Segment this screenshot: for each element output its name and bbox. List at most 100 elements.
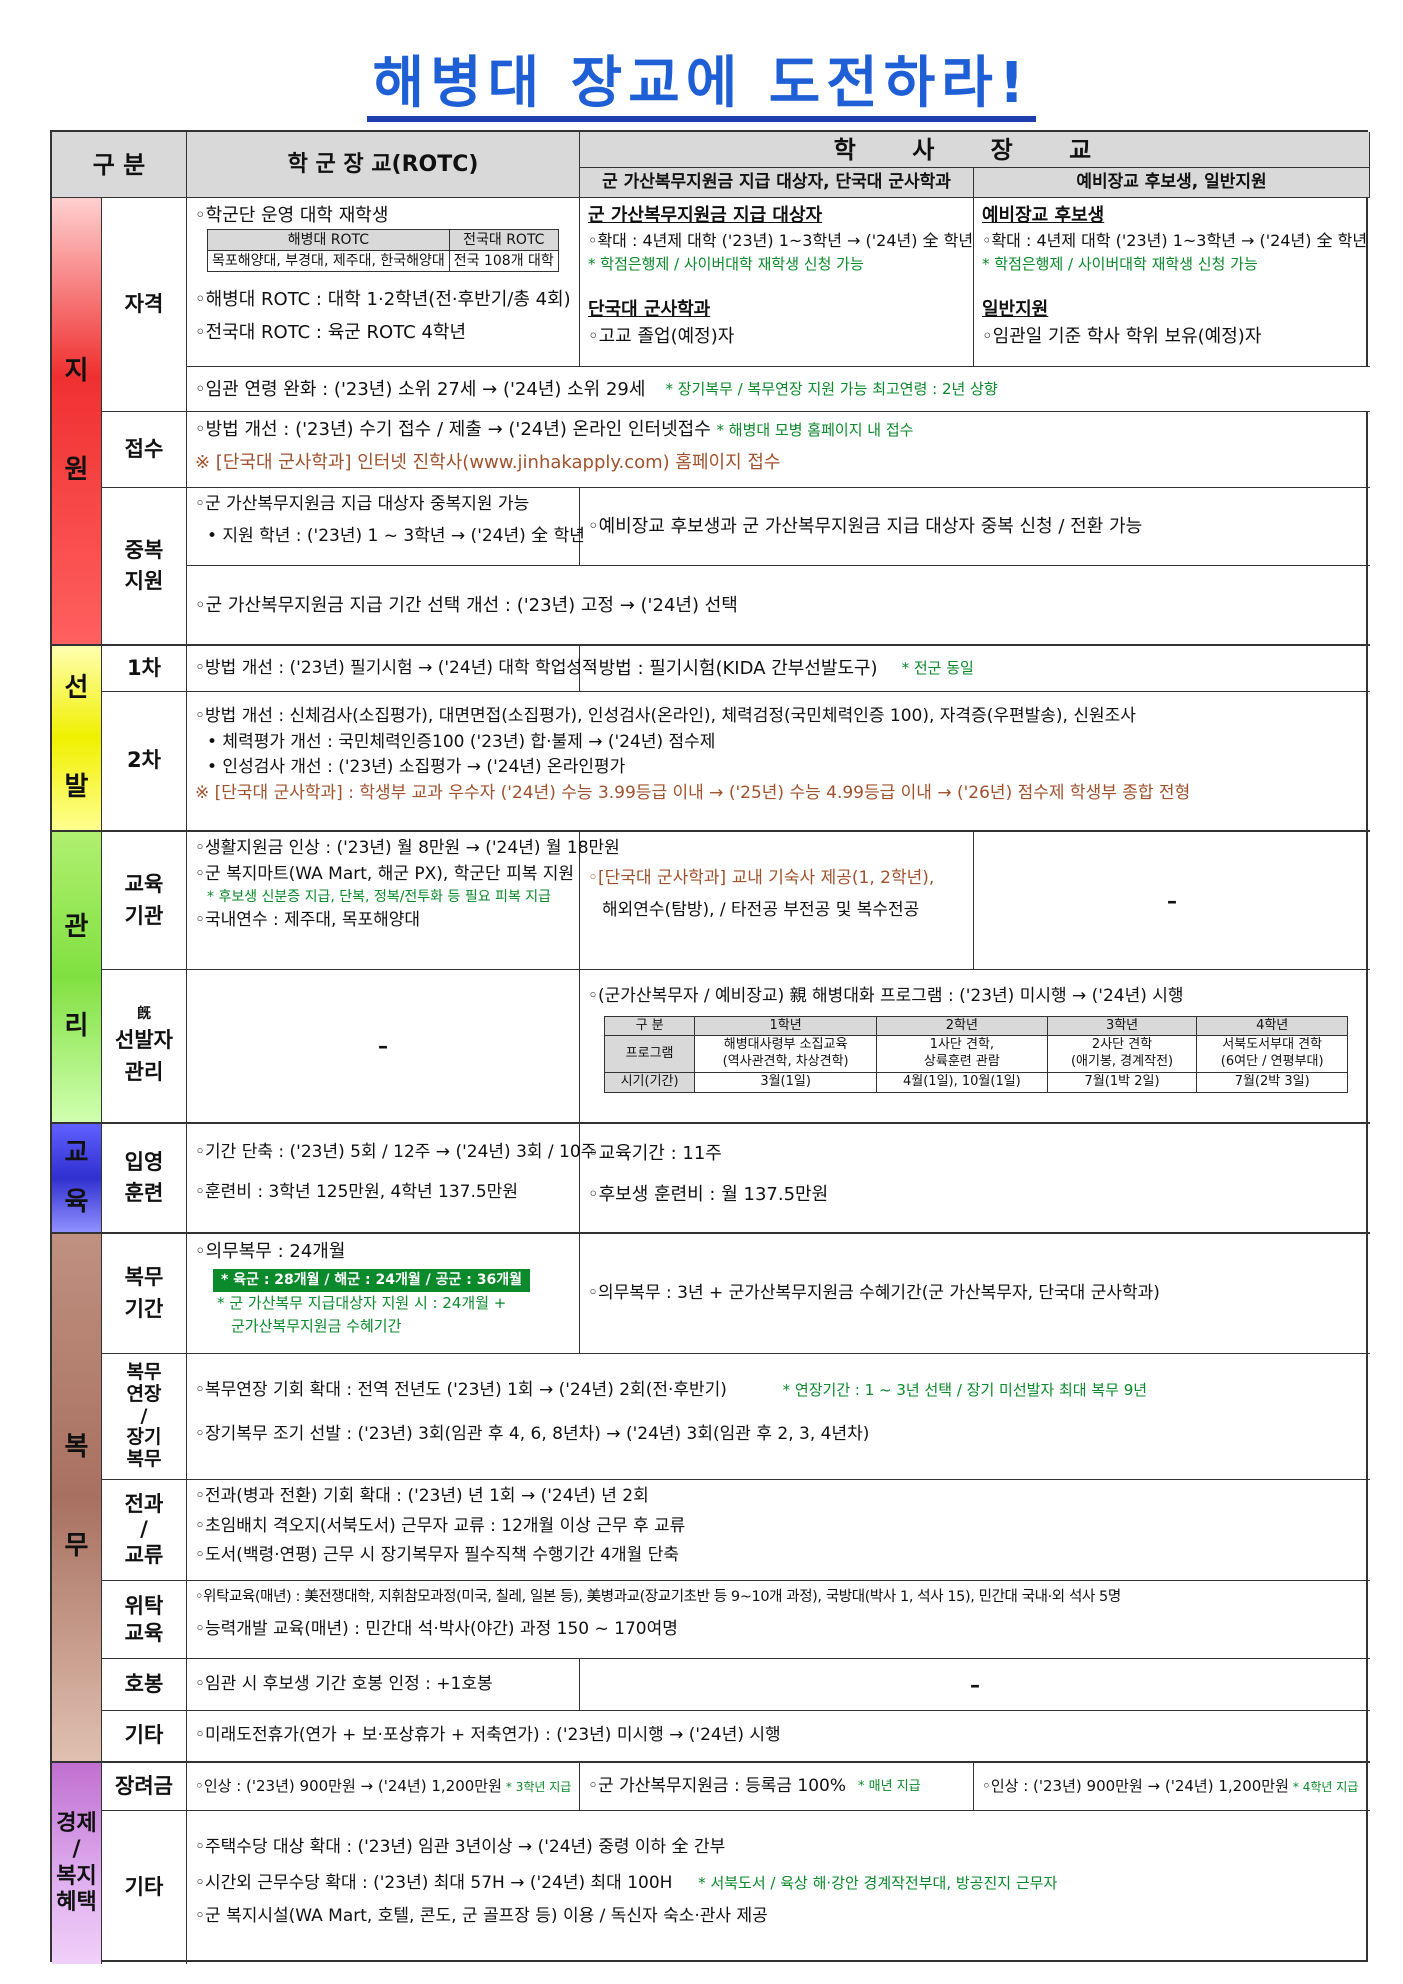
scholar-mid-note: * 매년 지급 <box>858 1778 921 1794</box>
scholar-line1: ◦인상 : ('23년) 900만원 → ('24년) 1,200만원 <box>195 1777 502 1796</box>
time-cell-4: 7월(2박 3일) <box>1196 1072 1348 1094</box>
eduorg-right-cell: – <box>974 832 1370 970</box>
eduorg-line1: ◦생활지원금 인상 : ('23년) 월 8만원 → ('24년) 월 18만원 <box>195 838 620 858</box>
rotc-school-table: 해병대 ROTC 전국대 ROTC 목포해양대, 부경대, 제주대, 한국해양대 전… <box>207 228 559 273</box>
qual-a-heading2: 단국대 군사학과 <box>588 298 711 320</box>
row-label-consign: 위탁 교육 <box>102 1581 187 1659</box>
transfer-line1: ◦전과(병과 전환) 기회 확대 : ('23년) 년 1회 → ('24년) … <box>195 1486 649 1506</box>
row-label-sel1: 1차 <box>102 646 187 692</box>
row-label-eduorg: 교육 기관 <box>102 832 187 970</box>
train-line2: ◦훈련비 : 3학년 125만원, 4학년 137.5만원 <box>195 1181 518 1202</box>
prog-cell-1: 해병대사령부 소집교육 (역사관견학, 차상견학) <box>694 1035 878 1074</box>
section-apply: 지 원 <box>52 198 102 646</box>
row-label-mgmt: 旣 선발자 관리 <box>102 970 187 1124</box>
row-label-duty: 복무 기간 <box>102 1234 187 1354</box>
sel1-left-cell: ◦방법 개선 : ('23년) 필기시험 → ('24년) 대학 학업성적 <box>187 646 598 692</box>
rotc-tbl-h2: 전국대 ROTC <box>448 228 559 252</box>
section-welfare: 경제 / 복지 혜택 <box>52 1763 102 1964</box>
row-label-extend: 복무 연장 / 장기 복무 <box>102 1354 187 1480</box>
section-manage: 관 리 <box>52 832 102 1124</box>
header-category: 구 분 <box>52 132 187 198</box>
qual-rotc-line3: ◦전국대 ROTC : 육군 ROTC 4학년 <box>195 322 467 344</box>
extend-line2: ◦장기복무 조기 선발 : ('23년) 3회(임관 후 4, 6, 8년차) … <box>195 1423 870 1444</box>
recv-cell: ◦방법 개선 : ('23년) 수기 접수 / 제출 → ('24년) 온라인 … <box>187 412 1370 488</box>
dup-right: ◦예비장교 후보생과 군 가산복무지원금 지급 대상자 중복 신청 / 전환 가… <box>588 516 1143 537</box>
row-label-transfer: 전과 / 교류 <box>102 1480 187 1581</box>
sel2-line2: • 체력평가 개선 : 국민체력인증100 ('23년) 합·불제 → ('24… <box>207 731 716 752</box>
time-cell-1: 3월(1일) <box>694 1072 878 1094</box>
row-label-train: 입영 훈련 <box>102 1124 187 1234</box>
prog-head-4: 4학년 <box>1196 1015 1348 1037</box>
eduorg-line4: ◦국내연수 : 제주대, 목포해양대 <box>195 910 421 930</box>
scholar-right: ◦인상 : ('23년) 900만원 → ('24년) 1,200만원 <box>982 1777 1289 1796</box>
dup-left-cell: ◦군 가산복무지원금 지급 대상자 중복지원 가능 • 지원 학년 : ('23… <box>187 488 585 566</box>
prog-head-1: 1학년 <box>694 1015 878 1037</box>
sel2-cell: ◦방법 개선 : 신체검사(소집평가), 대면면접(소집평가), 인성검사(온라… <box>187 692 1370 832</box>
row-label-welfare-etc: 기타 <box>102 1811 187 1964</box>
prog-head-3: 3학년 <box>1046 1015 1198 1037</box>
dup-line3: ◦군 가산복무지원금 지급 기간 선택 개선 : ('23년) 고정 → ('2… <box>195 594 738 616</box>
rotc-tbl-h1: 해병대 ROTC <box>207 228 450 252</box>
sel1-note: * 전군 동일 <box>901 659 974 678</box>
row-label-etc: 기타 <box>102 1711 187 1763</box>
mgmt-right-cell: ◦(군가산복무자 / 예비장교) 親 해병대화 프로그램 : ('23년) 미시… <box>580 970 1370 1124</box>
qual-a-line1: ◦확대 : 4년제 대학 ('23년) 1~3학년 → ('24년) 全 학년 <box>588 231 974 250</box>
eduorg-line2: ◦군 복지마트(WA Mart, 해군 PX), 학군단 피복 지원 <box>195 863 575 884</box>
qual-b-heading: 예비장교 후보생 <box>982 205 1105 226</box>
section-select: 선 발 <box>52 646 102 832</box>
train-line1: ◦기간 단축 : ('23년) 5회 / 12주 → ('24년) 3회 / 1… <box>195 1142 597 1162</box>
section-edu: 교 육 <box>52 1124 102 1234</box>
transfer-line2: ◦초임배치 격오지(서북도서) 근무자 교류 : 12개월 이상 근무 후 교류 <box>195 1515 686 1536</box>
welfare-line1: ◦주택수당 대상 확대 : ('23년) 임관 3년이상 → ('24년) 중령… <box>195 1837 726 1857</box>
prog-cell-3: 2사단 견학 (애기봉, 경계작전) <box>1046 1035 1198 1074</box>
row-label-qual: 자격 <box>102 198 187 412</box>
qual-a-line2: * 학점은행제 / 사이버대학 재학생 신청 가능 <box>588 255 864 273</box>
section-serve: 복 무 <box>52 1234 102 1763</box>
welfare-etc-cell: ◦주택수당 대상 확대 : ('23년) 임관 3년이상 → ('24년) 중령… <box>187 1811 1370 1964</box>
duty-right-cell: ◦의무복무 : 3년 + 군가산복무지원금 수혜기간(군 가산복무자, 단국대 … <box>580 1234 1370 1354</box>
eduorg-left-cell: ◦생활지원금 인상 : ('23년) 월 8만원 → ('24년) 월 18만원… <box>187 832 620 970</box>
duty-left-cell: ◦의무복무 : 24개월 * 육군 : 28개월 / 해군 : 24개월 / 공… <box>187 1234 580 1354</box>
eduorg-mid2: 해외연수(탐방), / 타전공 부전공 및 복수전공 <box>602 899 920 920</box>
duty-branch-box: * 육군 : 28개월 / 해군 : 24개월 / 공군 : 36개월 <box>213 1269 530 1292</box>
rotc-tbl-d1: 목포해양대, 부경대, 제주대, 한국해양대 <box>207 250 450 273</box>
transfer-cell: ◦전과(병과 전환) 기회 확대 : ('23년) 년 1회 → ('24년) … <box>187 1480 1370 1581</box>
duty-line4: 군가산복무지원금 수혜기간 <box>231 1316 402 1335</box>
sel2-line1: ◦방법 개선 : 신체검사(소집평가), 대면면접(소집평가), 인성검사(온라… <box>195 706 1136 726</box>
header-academy-b: 예비장교 후보생, 일반지원 <box>974 168 1370 198</box>
recv-line2: ※ [단국대 군사학과] 인터넷 진학사(www.jinhakapply.com… <box>195 452 781 473</box>
scholar-left-cell: ◦인상 : ('23년) 900만원 → ('24년) 1,200만원 * 3학… <box>187 1763 580 1811</box>
time-cell-2: 4월(1일), 10월(1일) <box>876 1072 1048 1094</box>
scholar-right-cell: ◦인상 : ('23년) 900만원 → ('24년) 1,200만원 * 4학… <box>974 1763 1370 1811</box>
extend-cell: ◦복무연장 기회 확대 : 전역 전년도 ('23년) 1회 → ('24년) … <box>187 1354 1370 1480</box>
mgmt-label-small: 旣 <box>137 1006 151 1022</box>
train-left-cell: ◦기간 단축 : ('23년) 5회 / 12주 → ('24년) 3회 / 1… <box>187 1124 597 1234</box>
eduorg-mid1: ◦[단국대 군사학과] 교내 기숙사 제공(1, 2학년), <box>588 868 935 888</box>
row-label-sel2: 2차 <box>102 692 187 832</box>
qual-rotc-cell: ◦학군단 운영 대학 재학생 해병대 ROTC 전국대 ROTC 목포해양대, 부… <box>187 198 580 412</box>
qual-rotc-line2: ◦해병대 ROTC : 대학 1·2학년(전·후반기/총 4회) <box>195 289 571 311</box>
qual-a-heading: 군 가산복무지원금 지급 대상자 <box>588 205 823 226</box>
etc-line1: ◦미래도전휴가(연가 + 보·포상휴가 + 저축연가) : ('23년) 미시행… <box>195 1725 781 1746</box>
qual-age-note: * 장기복무 / 복무연장 지원 가능 최고연령 : 2년 상향 <box>665 379 998 398</box>
program-table: 구 분 1학년 2학년 3학년 4학년 프로그램 해병대사령부 소집교육 (역사… <box>603 1015 1348 1094</box>
time-cell-3: 7월(1박 2일) <box>1046 1072 1198 1094</box>
qual-b-line2: * 학점은행제 / 사이버대학 재학생 신청 가능 <box>982 255 1258 273</box>
row-label-dup: 중복 지원 <box>102 488 187 646</box>
consign-cell: ◦위탁교육(매년) : 美전쟁대학, 지휘참모과정(미국, 칠레, 일본 등),… <box>187 1581 1370 1659</box>
duty-right: ◦의무복무 : 3년 + 군가산복무지원금 수혜기간(군 가산복무자, 단국대 … <box>588 1282 1160 1303</box>
consign-line1: ◦위탁교육(매년) : 美전쟁대학, 지휘참모과정(미국, 칠레, 일본 등),… <box>195 1589 1121 1605</box>
etc-cell: ◦미래도전휴가(연가 + 보·포상휴가 + 저축연가) : ('23년) 미시행… <box>187 1711 1370 1763</box>
extend-line1: ◦복무연장 기회 확대 : 전역 전년도 ('23년) 1회 → ('24년) … <box>195 1380 727 1400</box>
welfare-line3: ◦군 복지시설(WA Mart, 호텔, 콘도, 군 골프장 등) 이용 / 독… <box>195 1906 768 1926</box>
dup-right-cell: ◦예비장교 후보생과 군 가산복무지원금 지급 대상자 중복 신청 / 전환 가… <box>580 488 1370 566</box>
time-row-label: 시기(기간) <box>603 1072 696 1094</box>
prog-cell-2: 1사단 견학, 상륙훈련 관람 <box>876 1035 1048 1074</box>
header-rotc: 학 군 장 교(ROTC) <box>187 132 580 198</box>
welfare-line2: ◦시간외 근무수당 확대 : ('23년) 최대 57H → ('24년) 최대… <box>195 1872 673 1893</box>
train-right1: ◦교육기간 : 11주 <box>588 1143 722 1164</box>
recv-line1: ◦방법 개선 : ('23년) 수기 접수 / 제출 → ('24년) 온라인 … <box>195 419 711 440</box>
dup-line1: ◦군 가산복무지원금 지급 대상자 중복지원 가능 <box>195 494 530 514</box>
scholar-mid-cell: ◦군 가산복무지원금 : 등록금 100% * 매년 지급 <box>580 1763 974 1811</box>
dup-line2: • 지원 학년 : ('23년) 1 ~ 3학년 → ('24년) 全 학년 <box>207 525 585 546</box>
